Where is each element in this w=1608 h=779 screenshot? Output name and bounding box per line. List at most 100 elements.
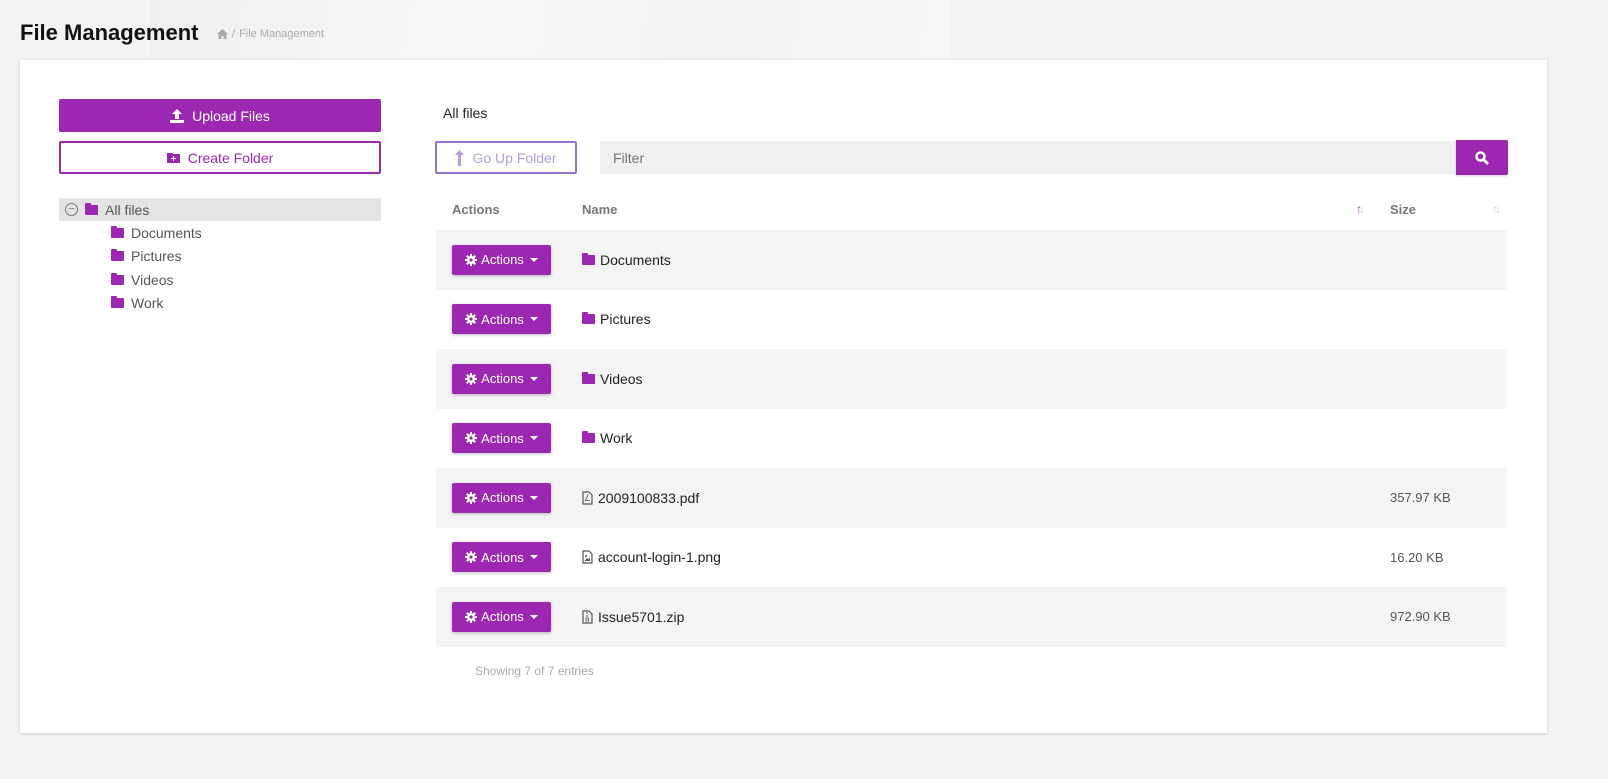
file-name-link[interactable]: Issue5701.zip bbox=[582, 609, 684, 625]
breadcrumb: / File Management bbox=[217, 28, 324, 40]
filter-input[interactable] bbox=[600, 141, 1456, 174]
collapse-icon[interactable]: − bbox=[65, 203, 78, 216]
folder-icon bbox=[111, 249, 124, 262]
folder-plus-icon bbox=[166, 153, 180, 163]
archive-file-icon bbox=[582, 610, 593, 624]
column-actions: Actions bbox=[452, 202, 500, 217]
table-row: Actions 2009100833.pdf 357.97 KB bbox=[436, 468, 1507, 528]
actions-dropdown-button[interactable]: Actions bbox=[452, 542, 551, 573]
breadcrumb-current: File Management bbox=[239, 28, 325, 40]
file-name-link[interactable]: Work bbox=[582, 430, 632, 446]
file-name-link[interactable]: Pictures bbox=[582, 311, 651, 327]
file-name-link[interactable]: account-login-1.png bbox=[582, 549, 721, 565]
actions-dropdown-button[interactable]: Actions bbox=[452, 423, 551, 454]
folder-icon bbox=[582, 252, 595, 265]
caret-down-icon bbox=[529, 317, 538, 322]
go-up-folder-label: Go Up Folder bbox=[472, 149, 557, 166]
actions-label: Actions bbox=[481, 430, 524, 446]
table-row: Actions account-login-1.png 16.20 KB bbox=[436, 528, 1507, 588]
level-up-icon bbox=[455, 149, 465, 166]
tree-item-label: All files bbox=[105, 201, 150, 218]
upload-files-button[interactable]: Upload Files bbox=[59, 99, 381, 132]
file-name-link[interactable]: Documents bbox=[582, 252, 671, 268]
file-name: Work bbox=[600, 430, 633, 447]
table-row: Actions Issue5701.zip 972.90 KB bbox=[436, 587, 1507, 647]
tree-item-videos[interactable]: Videos bbox=[59, 268, 381, 292]
actions-label: Actions bbox=[481, 252, 524, 268]
file-table: Actions Documents Actions Pictures Actio… bbox=[436, 230, 1507, 647]
column-name[interactable]: Name bbox=[582, 202, 618, 217]
pdf-file-icon bbox=[582, 491, 593, 505]
folder-icon bbox=[582, 312, 595, 325]
folder-icon bbox=[111, 225, 124, 238]
caret-down-icon bbox=[529, 436, 538, 441]
tree-item-label: Pictures bbox=[131, 248, 182, 265]
caret-down-icon bbox=[529, 376, 538, 381]
home-icon[interactable] bbox=[217, 29, 228, 39]
actions-dropdown-button[interactable]: Actions bbox=[452, 304, 551, 335]
actions-dropdown-button[interactable]: Actions bbox=[452, 482, 551, 513]
table-row: Actions Documents bbox=[436, 230, 1507, 290]
file-size: 972.90 KB bbox=[1390, 609, 1451, 625]
file-name: Pictures bbox=[600, 311, 651, 328]
file-name: Videos bbox=[600, 370, 643, 387]
tree-item-work[interactable]: Work bbox=[59, 292, 381, 316]
file-name: 2009100833.pdf bbox=[598, 489, 700, 506]
table-row: Actions Pictures bbox=[436, 290, 1507, 350]
go-up-folder-button[interactable]: Go Up Folder bbox=[435, 141, 577, 174]
actions-dropdown-button[interactable]: Actions bbox=[452, 601, 551, 632]
tree-item-label: Work bbox=[131, 295, 164, 312]
gear-icon bbox=[465, 551, 478, 564]
tree-item-label: Videos bbox=[131, 271, 174, 288]
file-name: account-login-1.png bbox=[598, 549, 721, 566]
file-name: Documents bbox=[600, 251, 671, 268]
sort-name-icon[interactable]: ↑↓ bbox=[1356, 202, 1365, 216]
actions-label: Actions bbox=[481, 371, 524, 387]
create-folder-label: Create Folder bbox=[187, 149, 274, 166]
search-button[interactable] bbox=[1456, 140, 1508, 175]
actions-dropdown-button[interactable]: Actions bbox=[452, 363, 551, 394]
image-file-icon bbox=[582, 550, 593, 564]
file-manager-card: Upload Files Create Folder − All files D… bbox=[20, 60, 1547, 733]
create-folder-button[interactable]: Create Folder bbox=[59, 141, 381, 174]
gear-icon bbox=[465, 432, 478, 445]
caret-down-icon bbox=[529, 495, 538, 500]
tree-item-all-files[interactable]: − All files bbox=[59, 198, 381, 221]
gear-icon bbox=[465, 610, 478, 623]
file-name-link[interactable]: 2009100833.pdf bbox=[582, 490, 699, 506]
table-row: Actions Videos bbox=[436, 349, 1507, 409]
gear-icon bbox=[465, 253, 478, 266]
background-decoration bbox=[150, 0, 950, 60]
caret-down-icon bbox=[529, 555, 538, 560]
actions-dropdown-button[interactable]: Actions bbox=[452, 244, 551, 275]
gear-icon bbox=[465, 313, 478, 326]
caret-down-icon bbox=[529, 614, 538, 619]
gear-icon bbox=[465, 372, 478, 385]
folder-icon bbox=[111, 272, 124, 285]
file-name: Issue5701.zip bbox=[598, 608, 685, 625]
entries-count: Showing 7 of 7 entries bbox=[475, 664, 594, 678]
sort-size-icon[interactable]: ↑↓ bbox=[1492, 202, 1501, 216]
tree-item-label: Documents bbox=[131, 224, 202, 241]
actions-label: Actions bbox=[481, 311, 524, 327]
tree-item-pictures[interactable]: Pictures bbox=[59, 245, 381, 269]
actions-label: Actions bbox=[481, 549, 524, 565]
caret-down-icon bbox=[529, 257, 538, 262]
folder-icon bbox=[582, 431, 595, 444]
actions-label: Actions bbox=[481, 609, 524, 625]
folder-icon bbox=[85, 202, 98, 215]
upload-icon bbox=[170, 108, 185, 123]
file-size: 16.20 KB bbox=[1390, 549, 1444, 565]
folder-tree: − All files Documents Pictures Videos Wo… bbox=[59, 198, 381, 315]
search-icon bbox=[1475, 150, 1489, 165]
file-name-link[interactable]: Videos bbox=[582, 371, 643, 387]
folder-icon bbox=[582, 371, 595, 384]
folder-icon bbox=[111, 296, 124, 309]
page-title: File Management bbox=[20, 20, 199, 45]
gear-icon bbox=[465, 491, 478, 504]
tree-item-documents[interactable]: Documents bbox=[59, 221, 381, 245]
table-row: Actions Work bbox=[436, 409, 1507, 469]
column-size[interactable]: Size bbox=[1390, 202, 1417, 217]
table-header: Actions Name ↑↓ Size ↑↓ bbox=[436, 200, 1507, 230]
upload-files-label: Upload Files bbox=[192, 107, 270, 124]
